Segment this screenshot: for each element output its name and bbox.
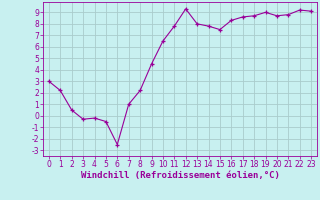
- X-axis label: Windchill (Refroidissement éolien,°C): Windchill (Refroidissement éolien,°C): [81, 171, 279, 180]
